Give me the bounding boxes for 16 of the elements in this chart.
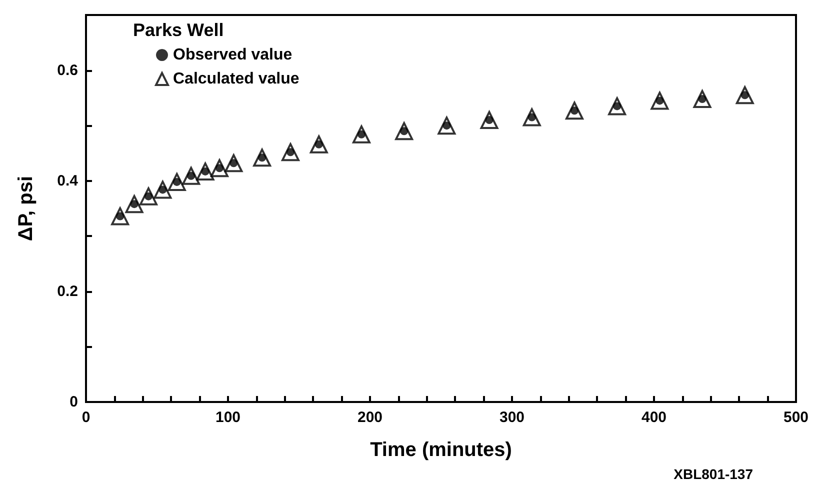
x-tick-label: 100 — [215, 409, 241, 426]
x-tick-label: 200 — [357, 409, 383, 426]
y-tick-label: 0.4 — [57, 172, 79, 190]
x-axis-title: Time (minutes) — [370, 439, 512, 461]
x-tick-label: 300 — [499, 409, 525, 426]
legend-title: Parks Well — [133, 20, 224, 40]
y-axis-title: ΔP, psi — [15, 176, 37, 242]
y-tick-label: 0.6 — [57, 62, 78, 79]
text: XBL801-137 — [674, 466, 754, 482]
y-tick-label: 0.2 — [57, 282, 78, 300]
x-tick-label: 400 — [641, 409, 667, 426]
legend-label: Observed value — [173, 46, 292, 64]
x-tick-label: 0 — [82, 409, 90, 426]
x-tick-label: 500 — [783, 409, 809, 426]
y-tick-label: 0 — [70, 394, 78, 410]
legend-label: Calculated value — [173, 70, 300, 88]
